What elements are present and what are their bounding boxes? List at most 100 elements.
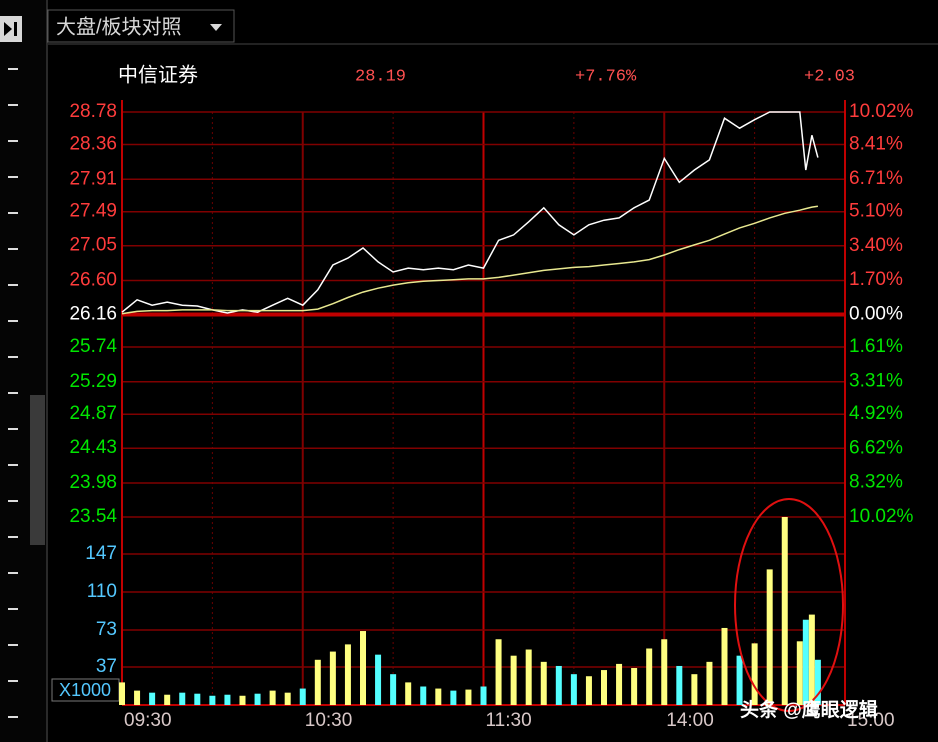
volume-bar — [555, 665, 562, 705]
toolbar-dash — [8, 536, 18, 538]
y2-tick-label: 10.02% — [849, 101, 914, 122]
volume-bar — [631, 668, 638, 705]
volume-bar — [405, 682, 412, 705]
volume-bar — [766, 569, 773, 705]
watermark: 头条 @鹰眼逻辑 — [740, 698, 878, 721]
y2-tick-label: 6.62% — [849, 437, 903, 458]
volume-bar — [510, 655, 517, 705]
volume-bar — [525, 649, 532, 705]
unit-label: X1000 — [59, 680, 111, 700]
volume-bar — [736, 655, 743, 705]
volume-bar — [254, 693, 261, 705]
volume-bar — [360, 631, 366, 705]
volume-bar — [495, 639, 502, 705]
plot: 09:30 10:30 11:30 14:00 15:00 28.78 28.36 27.91… — [51, 100, 914, 731]
y-tick-label: 27.05 — [69, 235, 117, 256]
y-tick-label: 25.29 — [69, 371, 117, 392]
volume-bar — [239, 695, 246, 705]
volume-bar — [601, 670, 607, 705]
volume-bar — [224, 694, 231, 705]
y-tick-label: 27.91 — [69, 168, 117, 189]
tab[interactable] — [47, 9, 235, 43]
x-tick-label: 14:00 — [666, 710, 714, 731]
toolbar-dash — [8, 248, 18, 250]
volume-bar — [540, 661, 547, 705]
y2-tick-label: 6.71% — [849, 168, 903, 189]
y2-tick-label: 5.10% — [849, 200, 903, 221]
volume-bar — [808, 614, 815, 705]
y-tick-label: 28.78 — [69, 101, 117, 122]
volume-bar — [570, 674, 577, 705]
toolbar-dashes — [8, 68, 18, 718]
toolbar-dash — [8, 428, 18, 430]
highlight-ellipse — [734, 498, 844, 712]
toolbar-dash — [8, 68, 18, 70]
volume-bar — [646, 648, 653, 705]
y-tick-label: 24.87 — [69, 403, 117, 424]
y2-tick-label: 3.40% — [849, 235, 903, 256]
y2-tick-label: 1.70% — [849, 269, 903, 290]
volume-bar — [706, 661, 713, 705]
toolbar-dash — [8, 608, 18, 610]
volume-bar — [721, 627, 728, 705]
volume-bar — [314, 659, 321, 705]
toolbar-dash — [8, 284, 18, 286]
volume-bar — [435, 688, 442, 705]
x-tick-label: 15:00 — [847, 710, 895, 731]
volume-bar — [149, 692, 156, 705]
volume-bar — [751, 643, 758, 705]
scrollbar-thumb[interactable] — [30, 395, 45, 545]
volume-bar — [802, 619, 809, 705]
volume-bar — [390, 674, 397, 705]
x-tick-label: 10:30 — [305, 710, 353, 731]
volume-bar — [676, 665, 683, 705]
volume-bar — [375, 654, 382, 705]
x-tick-label: 09:30 — [124, 710, 172, 731]
y-tick-label: 25.74 — [69, 336, 117, 357]
volume-bar — [269, 690, 276, 705]
toolbar-dash — [8, 212, 18, 214]
y-tick-label: 24.43 — [69, 437, 117, 458]
volume-bar — [465, 689, 472, 705]
y-tick-label: 27.49 — [69, 201, 117, 222]
volume-bar — [179, 692, 186, 705]
volume-bar — [450, 690, 457, 705]
toolbar-dash — [8, 464, 18, 466]
side-toolbar — [0, 0, 46, 742]
volume-bar — [119, 682, 125, 705]
volume-bar — [194, 693, 201, 705]
volume-bar — [796, 641, 803, 705]
stock-name: 中信证券 — [118, 63, 198, 86]
toolbar-dash — [8, 392, 18, 394]
volume-bar — [329, 651, 336, 705]
volume-bar — [284, 692, 291, 705]
x-tick-label: 11:30 — [486, 710, 532, 731]
toolbar-dash — [8, 680, 18, 682]
toolbar-dash — [8, 140, 18, 142]
tab-title: 大盘/板块对照 — [56, 15, 182, 38]
toolbar-dash — [8, 104, 18, 106]
volume-bar — [691, 674, 698, 705]
volume-tick-label: 37 — [96, 656, 117, 677]
y-tick-label: 23.98 — [69, 472, 117, 493]
toolbar-dash — [8, 644, 18, 646]
toolbar-dash — [8, 356, 18, 358]
y2-tick-label: 3.31% — [849, 370, 903, 391]
volume-bar — [661, 639, 668, 705]
y2-tick-label: 8.32% — [849, 472, 903, 493]
toolbar-dash — [8, 320, 18, 322]
y-tick-label: 26.16 — [69, 304, 117, 325]
change: +2.03 — [804, 67, 855, 86]
toolbar-dash — [8, 500, 18, 502]
volume-bar — [134, 690, 141, 705]
last-price: 28.19 — [355, 67, 406, 86]
toolbar-dash — [8, 176, 18, 178]
toolbar-dash — [8, 572, 18, 574]
toolbar-dash — [8, 716, 18, 718]
volume-bar — [781, 517, 788, 705]
collapse-icon — [4, 22, 12, 36]
tab-dropdown-icon[interactable] — [210, 24, 222, 31]
volume-bar — [344, 644, 351, 705]
